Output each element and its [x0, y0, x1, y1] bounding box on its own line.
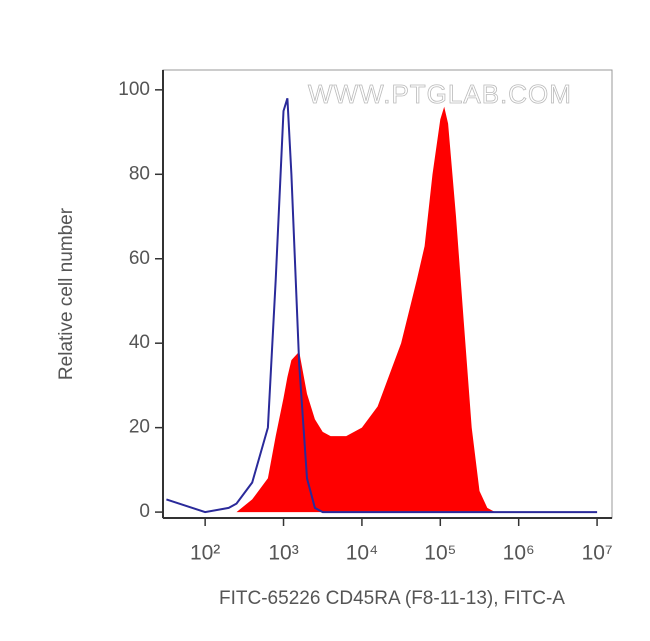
x-tick-label: 10⁴ [346, 542, 378, 565]
y-tick-label: 60 [129, 248, 150, 269]
y-tick-label: 40 [129, 332, 150, 353]
x-tick-label: 10³ [268, 542, 298, 565]
x-tick-label: 10⁶ [503, 542, 535, 565]
y-tick-label: 100 [118, 79, 150, 100]
histogram-line [166, 98, 598, 514]
y-tick-label: 20 [129, 417, 150, 438]
watermark: WWW.PTGLAB.COM [308, 79, 572, 109]
x-axis-label: FITC-65226 CD45RA (F8-11-13), FITC-A [219, 588, 565, 609]
x-tick-label: 10⁷ [582, 542, 613, 565]
y-axis-label: Relative cell number [56, 207, 77, 380]
histogram-area [166, 106, 598, 513]
y-tick-label: 0 [139, 501, 150, 522]
y-tick-label: 80 [129, 163, 150, 184]
x-tick-label: 10² [190, 542, 220, 565]
x-tick-label: 10⁵ [424, 542, 456, 565]
